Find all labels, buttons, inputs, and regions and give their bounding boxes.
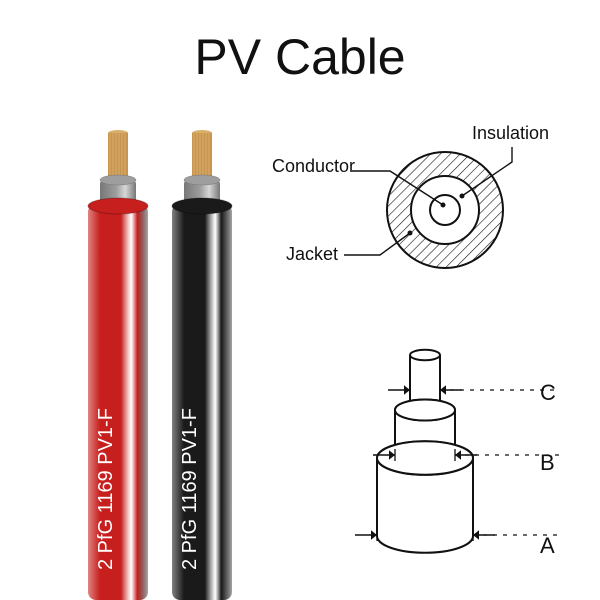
- page-title: PV Cable: [0, 28, 600, 86]
- cable-label: 2 PfG 1169 PV1-F: [179, 408, 201, 570]
- cable-label: 2 PfG 1169 PV1-F: [95, 408, 117, 570]
- label-conductor: Conductor: [272, 156, 355, 177]
- dim-label-B: B: [540, 450, 555, 476]
- cable-photo: 2 PfG 1169 PV1-F 2 PfG 1169 PV1-F: [58, 130, 258, 600]
- dim-label-A: A: [540, 533, 555, 559]
- dim-label-C: C: [540, 380, 556, 406]
- label-jacket: Jacket: [286, 244, 338, 265]
- label-insulation: Insulation: [472, 123, 549, 144]
